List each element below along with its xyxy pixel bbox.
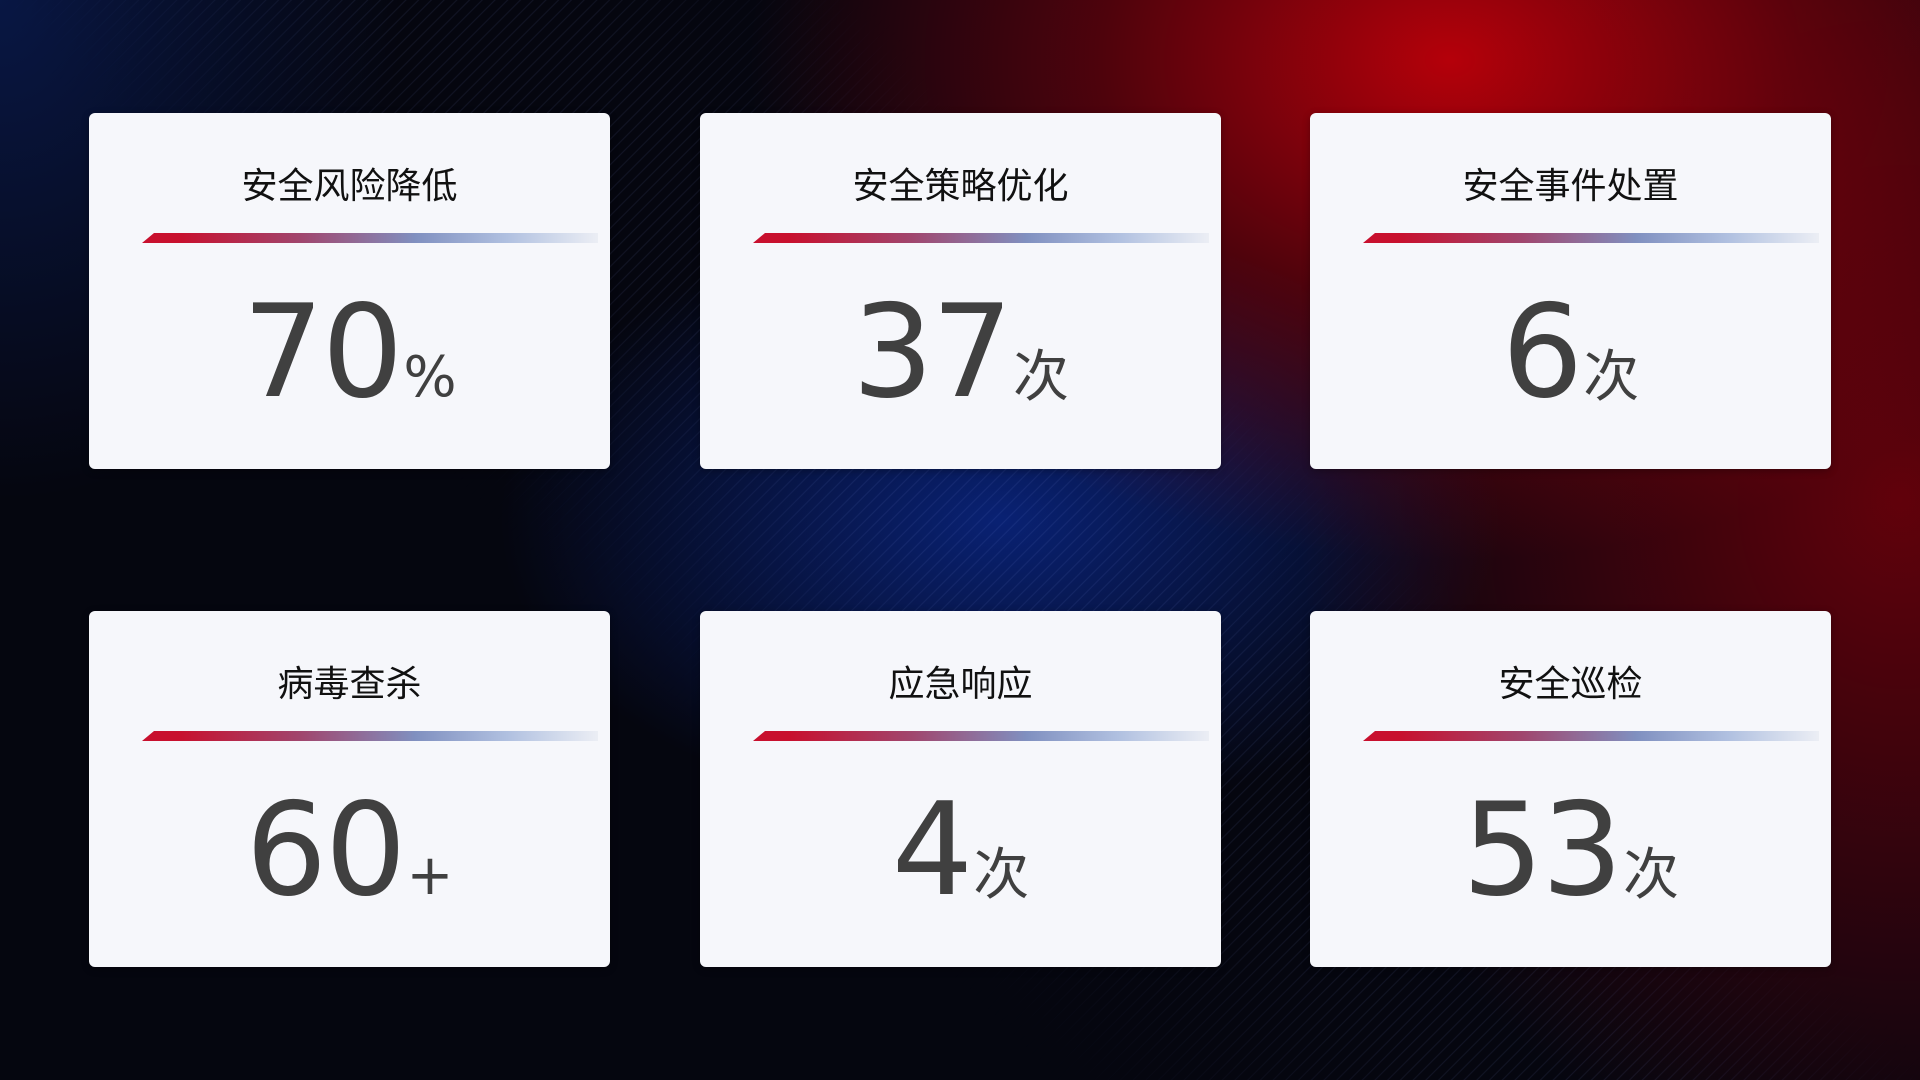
value-number: 4 xyxy=(891,776,973,925)
card-title: 安全事件处置 xyxy=(1462,166,1679,207)
card-title: 应急响应 xyxy=(888,664,1033,705)
value-unit: + xyxy=(406,843,454,908)
card-title: 病毒查杀 xyxy=(277,664,422,705)
gradient-divider xyxy=(753,731,1209,741)
card-value: 6次 xyxy=(1310,278,1831,427)
card-value: 4次 xyxy=(700,776,1221,925)
stat-card-policy-optimization: 安全策略优化 37次 xyxy=(700,113,1221,469)
gradient-divider xyxy=(142,233,598,243)
stat-card-emergency-response: 应急响应 4次 xyxy=(700,611,1221,967)
value-unit: 次 xyxy=(973,843,1030,908)
value-number: 70 xyxy=(242,278,403,427)
card-title: 安全风险降低 xyxy=(241,166,458,207)
value-number: 53 xyxy=(1462,776,1623,925)
value-number: 37 xyxy=(852,278,1013,427)
stat-card-incident-handling: 安全事件处置 6次 xyxy=(1310,113,1831,469)
stat-card-virus-removal: 病毒查杀 60+ xyxy=(89,611,610,967)
gradient-divider xyxy=(1363,731,1819,741)
value-unit: 次 xyxy=(1622,843,1679,908)
stat-card-security-inspection: 安全巡检 53次 xyxy=(1310,611,1831,967)
value-unit: % xyxy=(403,345,457,410)
card-title: 安全策略优化 xyxy=(852,166,1069,207)
card-value: 60+ xyxy=(89,776,610,925)
card-value: 70% xyxy=(89,278,610,427)
value-unit: 次 xyxy=(1583,345,1640,410)
value-number: 6 xyxy=(1501,278,1583,427)
value-unit: 次 xyxy=(1012,345,1069,410)
stat-card-risk-reduction: 安全风险降低 70% xyxy=(89,113,610,469)
card-value: 37次 xyxy=(700,278,1221,427)
gradient-divider xyxy=(753,233,1209,243)
gradient-divider xyxy=(142,731,598,741)
value-number: 60 xyxy=(245,776,407,925)
gradient-divider xyxy=(1363,233,1819,243)
card-value: 53次 xyxy=(1310,776,1831,925)
card-title: 安全巡检 xyxy=(1498,664,1643,705)
